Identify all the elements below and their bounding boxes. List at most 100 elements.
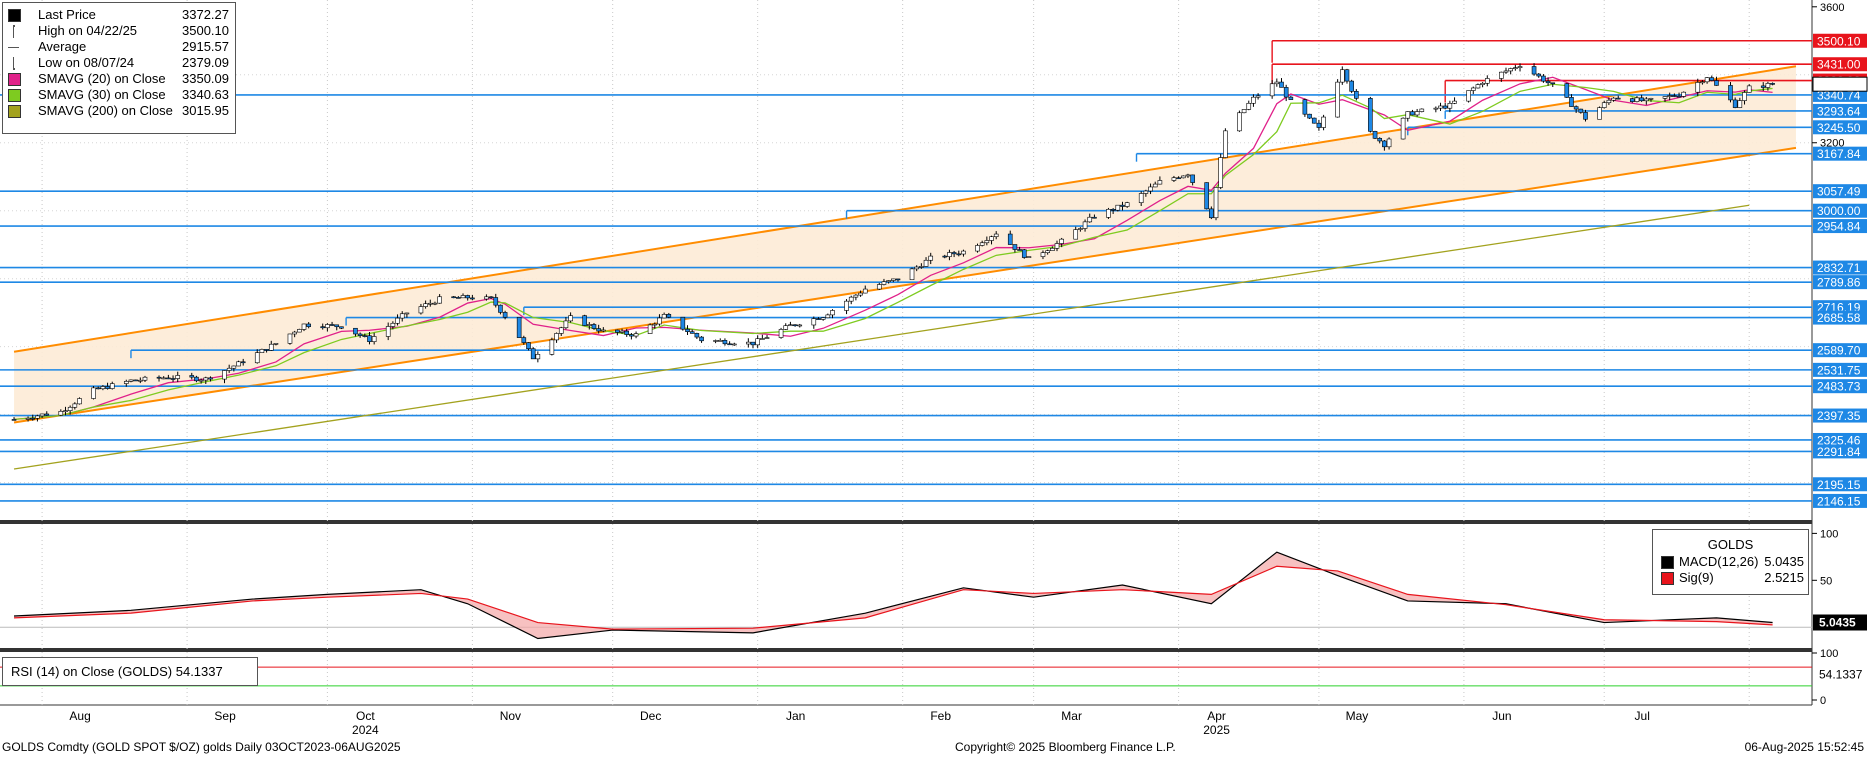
candle-body (1536, 73, 1542, 77)
candle-body (647, 324, 653, 334)
legend-label: SMAVG (200) on Close (38, 103, 173, 118)
candle-body (1073, 229, 1079, 240)
candle-body (264, 349, 269, 351)
candle-body (1475, 84, 1481, 89)
candle-body (1414, 111, 1420, 116)
candle-body (1419, 108, 1425, 112)
price-level-tag (1813, 477, 1867, 492)
price-level-tag-label: 2195.15 (1817, 478, 1861, 492)
candle-body (208, 377, 213, 380)
candle-body (329, 324, 335, 326)
candle-body (1648, 98, 1654, 100)
candle-body (1218, 157, 1223, 188)
legend-value: 3372.27 (182, 7, 229, 22)
candle-body (35, 415, 40, 419)
candle-body (399, 313, 405, 319)
candle-body (418, 306, 424, 314)
candle-body (109, 383, 115, 389)
macd-legend-title: GOLDS (1707, 537, 1754, 552)
price-level-tag-label: 3245.50 (1817, 121, 1861, 135)
candle-body (437, 296, 442, 304)
candle-body (895, 278, 901, 281)
x-month-label: Mar (1061, 709, 1082, 723)
candle-body (470, 297, 475, 300)
x-month-label: Dec (640, 709, 661, 723)
candle-body (189, 375, 195, 378)
x-month-label: Nov (500, 709, 521, 723)
candle-body (390, 322, 396, 327)
candle-body (44, 413, 50, 416)
candle-body (521, 337, 527, 343)
candle-body (624, 330, 630, 335)
candle-body (858, 292, 863, 296)
candle-body (222, 370, 227, 380)
rsi-legend: RSI (14) on Close (GOLDS) 54.1337 (2, 657, 258, 686)
candle-body (591, 324, 597, 329)
candle-body (516, 316, 522, 338)
candle-body (1204, 182, 1209, 210)
legend-label: Low on 08/07/24 (38, 55, 135, 70)
candle-body (554, 333, 559, 341)
candle-body (175, 375, 181, 379)
price-level-tag-label: 2832.71 (1817, 261, 1861, 275)
legend-value: 3500.10 (182, 23, 229, 38)
candle-body (1681, 91, 1687, 97)
macd-line (14, 551, 1773, 640)
candle-body (1092, 216, 1097, 219)
candle-body (460, 295, 466, 299)
candle-body (928, 255, 934, 261)
candle-body (1541, 75, 1546, 82)
legend-label: High on 04/22/25 (38, 23, 138, 38)
candle-body (231, 365, 237, 369)
candle-body (488, 296, 494, 299)
price-level-tag (1813, 184, 1867, 199)
candle-body (1513, 67, 1518, 69)
candle-body (77, 398, 82, 405)
candle-body (848, 296, 854, 302)
price-level-tag-label: 3167.84 (1817, 147, 1861, 161)
candle-body (1143, 190, 1149, 194)
candle-body (100, 386, 106, 390)
legend-row: SMAVG (20) on Close 3350.09 (3, 71, 235, 87)
candle-body (764, 337, 770, 339)
candle-body (1059, 238, 1064, 244)
candle-body (493, 297, 499, 306)
candle-body (254, 352, 260, 364)
candle-body (1349, 80, 1354, 92)
candle-body (301, 323, 307, 330)
candle-body (1452, 100, 1457, 104)
candle-body (1550, 82, 1556, 85)
price-y-tick-label: 3600 (1820, 2, 1844, 14)
candle-body (778, 329, 784, 338)
candle-body (694, 333, 700, 338)
candle-body (1087, 216, 1093, 223)
price-level-tag (1813, 444, 1867, 459)
candle-body (876, 284, 882, 290)
candle-body (1372, 130, 1378, 139)
candle-body (95, 387, 101, 390)
candle-body (395, 317, 400, 324)
macd-legend-row: Sig(9) 2.5215 (1661, 570, 1804, 586)
candle-body (1499, 71, 1504, 79)
candle-body (862, 288, 868, 294)
candle-body (1115, 204, 1121, 211)
candle-body (404, 312, 410, 315)
candle-body (292, 331, 297, 335)
candle-body (170, 378, 176, 380)
candle-body (979, 242, 985, 246)
candle-body (984, 240, 990, 244)
candle-body (1714, 80, 1719, 86)
macd-last-tag-label: 5.0435 (1819, 615, 1856, 629)
candle-body (72, 403, 78, 408)
candle-body (1433, 107, 1439, 110)
legend-swatch (8, 73, 21, 86)
candle-body (198, 379, 204, 382)
candle-body (161, 377, 166, 380)
candle-body (166, 377, 171, 380)
candle-body (39, 413, 45, 417)
candle-body (1082, 221, 1088, 229)
x-month-label: Feb (930, 709, 951, 723)
footer-copyright: Copyright© 2025 Bloomberg Finance L.P. (955, 740, 1176, 754)
candle-body (535, 354, 541, 360)
